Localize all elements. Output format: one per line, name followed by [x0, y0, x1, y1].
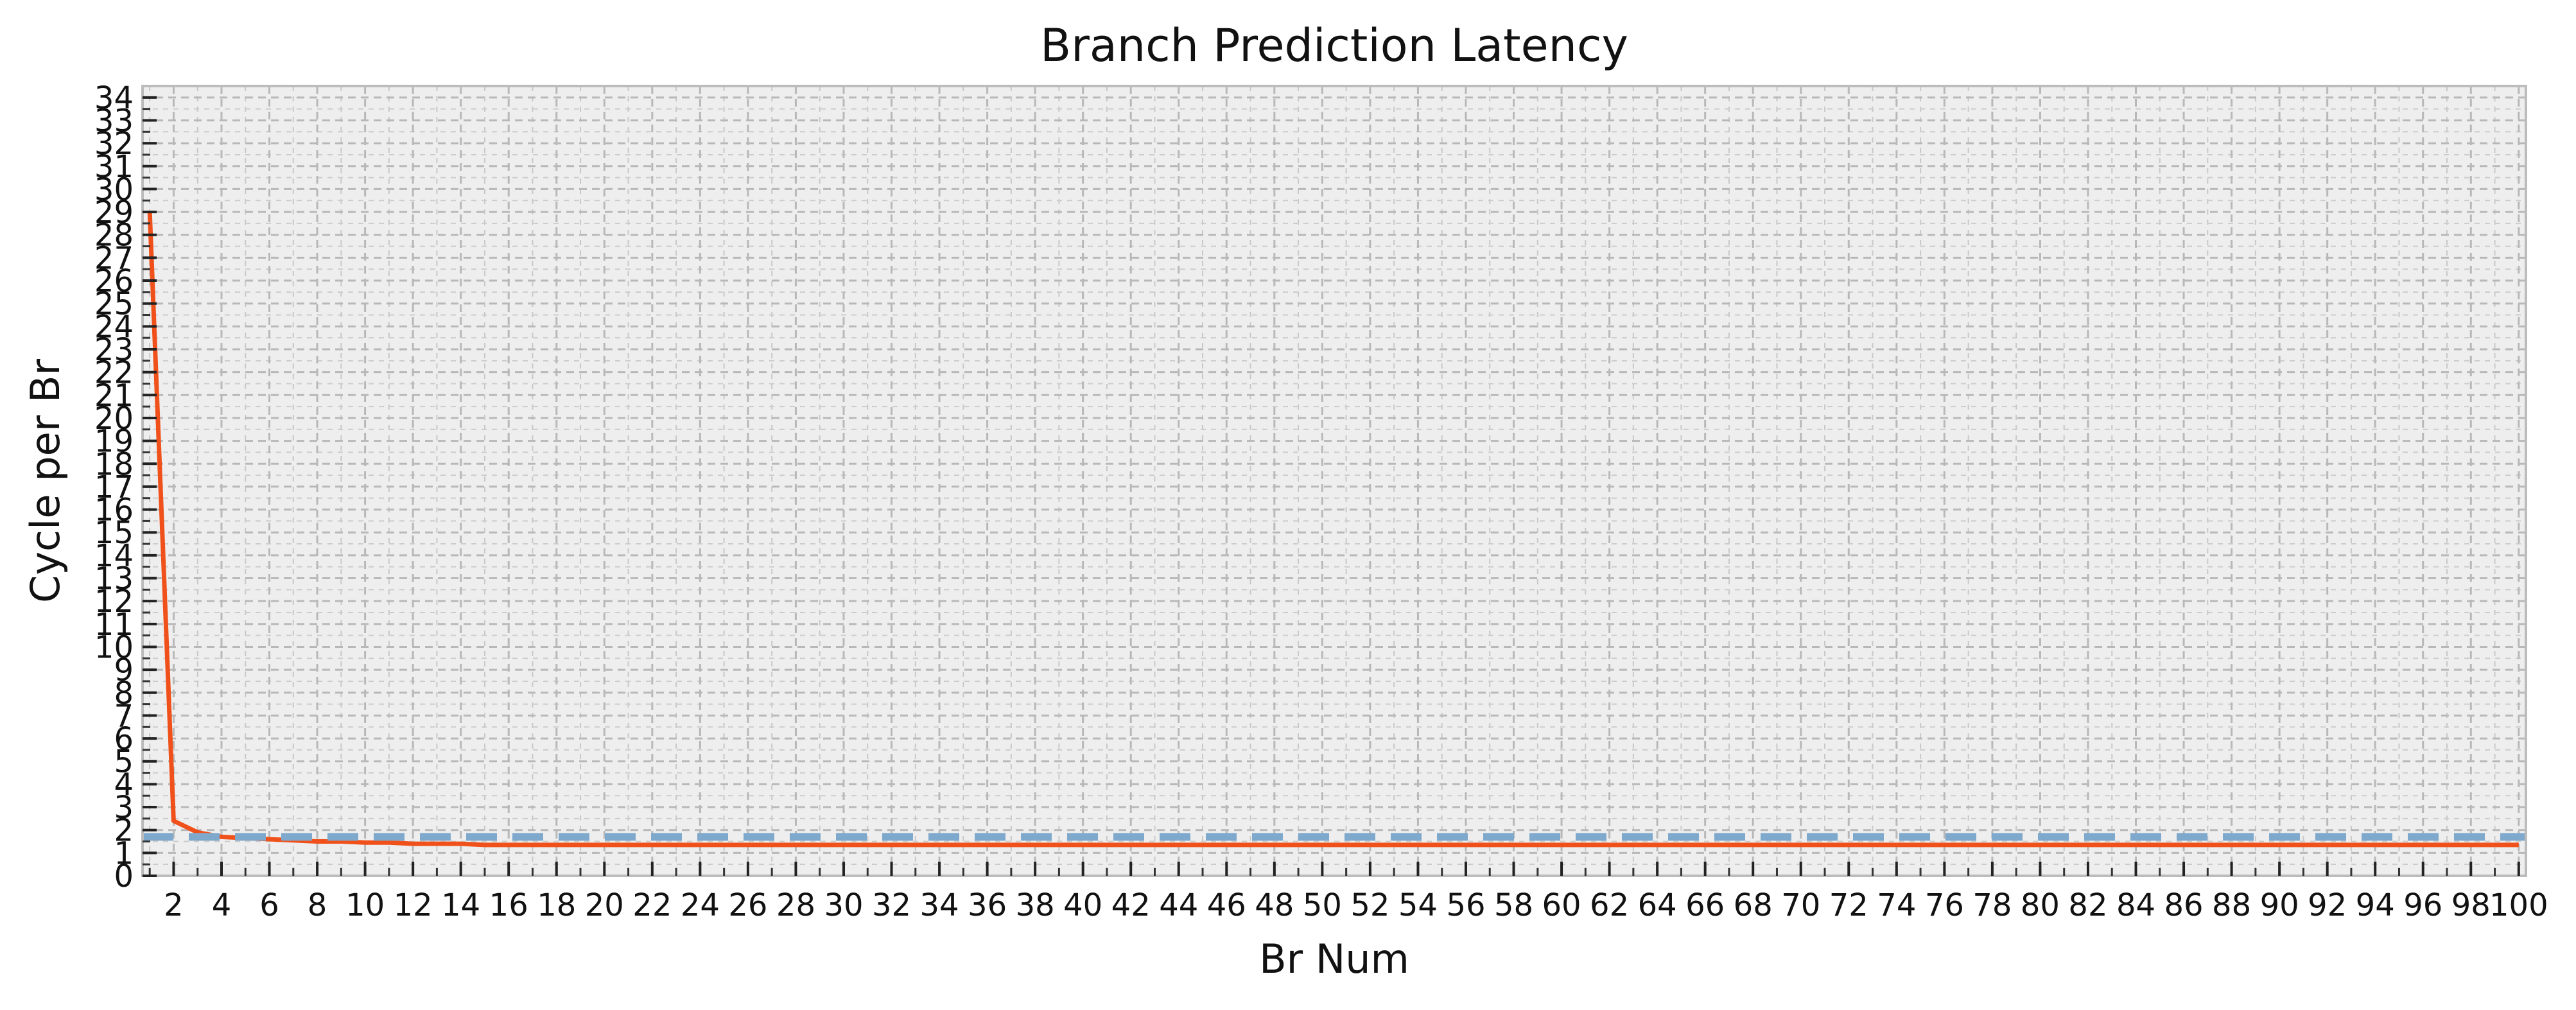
y-tick-label: 11: [94, 607, 134, 643]
x-tick-label: 72: [1829, 887, 1868, 923]
x-tick-label: 38: [1016, 887, 1055, 923]
y-tick-label: 20: [94, 401, 134, 437]
y-tick-label: 30: [94, 171, 134, 207]
x-tick-label: 20: [585, 887, 624, 923]
y-tick-label: 21: [94, 378, 134, 414]
y-tick-label: 22: [94, 355, 134, 391]
x-tick-label: 84: [2116, 887, 2155, 923]
x-tick-label: 90: [2260, 887, 2299, 923]
x-tick-label: 30: [824, 887, 863, 923]
y-tick-label: 23: [94, 332, 134, 368]
y-tick-label: 16: [94, 492, 134, 528]
x-tick-label: 10: [345, 887, 385, 923]
y-tick-label: 5: [114, 744, 134, 780]
x-tick-label: 86: [2164, 887, 2204, 923]
x-tick-label: 24: [681, 887, 720, 923]
x-tick-label: 34: [920, 887, 959, 923]
y-tick-label: 18: [94, 446, 134, 482]
y-tick-label: 25: [94, 286, 134, 322]
chart-title: Branch Prediction Latency: [1040, 19, 1628, 72]
x-tick-label: 88: [2212, 887, 2251, 923]
x-tick-label: 56: [1446, 887, 1485, 923]
y-tick-label: 9: [114, 652, 134, 688]
x-tick-label: 64: [1638, 887, 1677, 923]
x-tick-label: 96: [2403, 887, 2442, 923]
x-tick-label: 54: [1398, 887, 1438, 923]
x-tick-label: 44: [1159, 887, 1198, 923]
y-tick-label: 27: [94, 240, 134, 276]
x-tick-label: 50: [1303, 887, 1342, 923]
y-tick-label: 28: [94, 218, 134, 254]
series-layer: [143, 211, 2526, 848]
x-tick-label: 16: [489, 887, 528, 923]
x-tick-label: 92: [2308, 887, 2347, 923]
x-tick-label: 68: [1734, 887, 1773, 923]
y-tick-label: 24: [94, 309, 134, 345]
x-tick-label: 32: [872, 887, 911, 923]
x-tick-label: 74: [1877, 887, 1916, 923]
y-tick-label: 12: [94, 584, 134, 620]
x-tick-label: 80: [2021, 887, 2060, 923]
x-tick-label: 98: [2451, 887, 2491, 923]
y-axis-label: Cycle per Br: [22, 359, 69, 603]
x-axis-label: Br Num: [1259, 936, 1409, 982]
x-tick-label: 46: [1207, 887, 1246, 923]
x-tick-label: 70: [1781, 887, 1820, 923]
y-tick-label: 32: [94, 126, 134, 162]
x-tick-label: 18: [537, 887, 576, 923]
y-tick-label: 3: [114, 790, 134, 826]
x-tick-label: 100: [2489, 887, 2548, 923]
y-tick-label: 4: [114, 767, 134, 803]
x-tick-label: 78: [1972, 887, 2012, 923]
y-tick-label: 31: [94, 149, 134, 185]
plot-area: [143, 86, 2526, 876]
y-tick-label: 8: [114, 675, 134, 711]
y-tick-label: 29: [94, 195, 134, 231]
y-tick-label: 2: [114, 813, 134, 849]
y-tick-label: 6: [114, 721, 134, 757]
x-tick-label: 6: [259, 887, 279, 923]
x-tick-label: 62: [1590, 887, 1629, 923]
y-tick-label: 1: [114, 835, 134, 871]
plot-frame: [141, 85, 2527, 877]
x-tick-label: 76: [1925, 887, 1964, 923]
x-tick-label: 12: [394, 887, 433, 923]
x-tick-label: 26: [728, 887, 767, 923]
y-tick-label: 19: [94, 424, 134, 460]
x-tick-label: 22: [632, 887, 672, 923]
x-tick-label: 8: [308, 887, 327, 923]
y-tick-label: 7: [114, 698, 134, 734]
grid: [143, 86, 2526, 877]
x-tick-label: 48: [1255, 887, 1294, 923]
x-tick-label: 28: [776, 887, 815, 923]
x-tick-label: 60: [1542, 887, 1581, 923]
x-tick-label: 42: [1111, 887, 1151, 923]
y-tick-label: 26: [94, 263, 134, 299]
x-tick-label: 36: [968, 887, 1007, 923]
latency-series-line: [147, 211, 2519, 848]
x-tick-label: 4: [212, 887, 232, 923]
x-tick-label: 14: [441, 887, 480, 923]
y-tick-labels: 0123456789101112131415161718192021222324…: [94, 80, 134, 894]
x-tick-label: 58: [1494, 887, 1533, 923]
y-tick-label: 13: [94, 561, 134, 597]
x-tick-labels: 2 4 6 8 10 12 14 16 18 20 22 24 26 28 30 32 34 36 38 40 42 44…: [164, 887, 2548, 923]
y-tick-label: 34: [94, 80, 134, 116]
y-tick-label: 14: [94, 538, 134, 574]
x-tick-label: 94: [2356, 887, 2395, 923]
x-tick-label: 82: [2068, 887, 2107, 923]
y-tick-label: 10: [94, 629, 134, 665]
x-tick-label: 66: [1685, 887, 1725, 923]
ticks: [143, 96, 2520, 877]
y-tick-label: 0: [114, 858, 134, 894]
x-tick-label: 52: [1350, 887, 1389, 923]
y-tick-label: 15: [94, 515, 134, 551]
y-tick-label: 17: [94, 469, 134, 505]
y-tick-label: 33: [94, 103, 134, 139]
x-tick-label: 40: [1063, 887, 1102, 923]
x-tick-label: 2: [164, 887, 184, 923]
